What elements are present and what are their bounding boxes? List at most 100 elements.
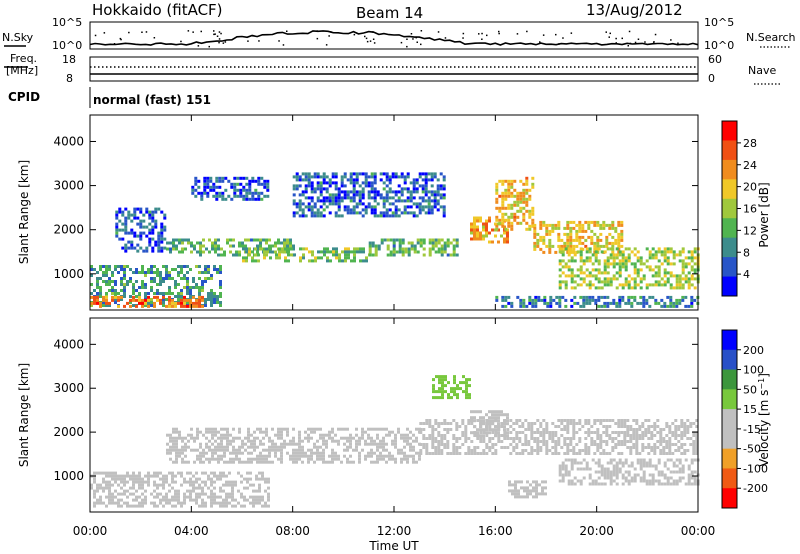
velocity-cell bbox=[202, 451, 205, 455]
power-cell bbox=[96, 283, 99, 286]
velocity-cell bbox=[614, 443, 618, 446]
velocity-cell bbox=[208, 439, 211, 443]
power-cell bbox=[440, 238, 444, 242]
power-cell bbox=[488, 240, 491, 244]
power-cell bbox=[120, 280, 123, 283]
velocity-cell bbox=[280, 460, 283, 464]
velocity-cell bbox=[514, 480, 517, 484]
power-cell bbox=[510, 191, 514, 195]
power-cell bbox=[248, 253, 251, 257]
power-cell bbox=[242, 185, 246, 189]
velocity-cell bbox=[214, 457, 217, 461]
power-cell bbox=[534, 295, 538, 299]
power-cell bbox=[207, 277, 210, 280]
velocity-cell bbox=[189, 471, 192, 475]
velocity-cell bbox=[376, 445, 379, 449]
power-cell bbox=[519, 221, 523, 225]
power-cell bbox=[251, 176, 255, 180]
velocity-cell bbox=[608, 437, 612, 440]
power-cell bbox=[382, 196, 386, 200]
power-cell bbox=[569, 229, 573, 233]
colorbar-swatch bbox=[722, 488, 737, 509]
velocity-cell bbox=[657, 461, 661, 465]
velocity-cell bbox=[425, 446, 429, 449]
velocity-cell bbox=[623, 425, 627, 428]
velocity-cell bbox=[638, 452, 642, 455]
power-cell bbox=[236, 194, 240, 198]
power-cell bbox=[120, 265, 123, 268]
power-cell bbox=[115, 210, 119, 214]
power-cell bbox=[212, 185, 216, 189]
power-cell bbox=[678, 286, 682, 290]
power-cell bbox=[578, 229, 582, 233]
velocity-cell bbox=[434, 422, 438, 425]
velocity-cell bbox=[558, 479, 562, 483]
power-cell bbox=[618, 262, 622, 266]
power-cell bbox=[427, 178, 431, 182]
velocity-cell bbox=[612, 479, 616, 483]
velocity-cell bbox=[596, 434, 600, 437]
velocity-cell bbox=[632, 419, 636, 422]
velocity-cell bbox=[108, 501, 111, 505]
power-cell bbox=[611, 241, 615, 245]
power-cell bbox=[403, 187, 407, 191]
power-cell bbox=[594, 259, 598, 263]
power-cell bbox=[657, 301, 661, 305]
velocity-cell bbox=[675, 482, 679, 486]
power-cell bbox=[263, 182, 267, 186]
velocity-cell bbox=[132, 498, 135, 502]
velocity-cell bbox=[169, 433, 172, 437]
velocity-cell bbox=[252, 483, 255, 487]
power-cell bbox=[221, 194, 225, 198]
power-cell bbox=[501, 206, 505, 210]
velocity-cell bbox=[533, 437, 537, 440]
power-cell bbox=[397, 199, 401, 203]
velocity-cell bbox=[220, 433, 223, 437]
velocity-cell bbox=[126, 480, 129, 484]
power-cell bbox=[337, 202, 341, 206]
power-cell bbox=[313, 190, 317, 194]
power-cell bbox=[675, 283, 679, 287]
nsearch-point bbox=[526, 30, 528, 33]
power-cell bbox=[310, 214, 314, 218]
power-cell bbox=[633, 253, 637, 257]
velocity-cell bbox=[346, 439, 349, 443]
power-cell bbox=[561, 253, 565, 257]
power-cell bbox=[310, 211, 314, 215]
velocity-cell bbox=[683, 425, 687, 428]
velocity-cell bbox=[647, 425, 651, 428]
velocity-cell bbox=[645, 482, 649, 486]
power-cell bbox=[581, 247, 585, 251]
velocity-cell bbox=[497, 413, 500, 417]
power-cell bbox=[174, 295, 177, 298]
velocity-cell bbox=[168, 501, 171, 505]
power-cell bbox=[596, 244, 600, 248]
velocity-cell bbox=[686, 425, 690, 428]
power-cell bbox=[608, 226, 612, 230]
velocity-cell bbox=[687, 467, 691, 471]
power-cell bbox=[286, 241, 289, 245]
velocity-cell bbox=[379, 427, 382, 431]
velocity-cell bbox=[214, 439, 217, 443]
velocity-cell bbox=[647, 419, 651, 422]
power-cell bbox=[385, 172, 389, 176]
power-cell bbox=[214, 238, 217, 242]
velocity-cell bbox=[201, 492, 204, 496]
velocity-cell bbox=[96, 486, 99, 490]
velocity-cell bbox=[304, 430, 307, 434]
power-heatmap bbox=[90, 172, 700, 308]
velocity-cell bbox=[570, 479, 574, 483]
power-cell bbox=[154, 225, 158, 229]
velocity-cell bbox=[431, 443, 435, 446]
velocity-cell bbox=[156, 492, 159, 496]
power-cell bbox=[528, 298, 532, 302]
power-cell bbox=[367, 196, 371, 200]
power-cell bbox=[349, 178, 353, 182]
power-cell bbox=[251, 194, 255, 198]
power-cell bbox=[115, 216, 119, 220]
velocity-cell bbox=[567, 479, 571, 483]
power-cell bbox=[413, 244, 417, 248]
power-cell bbox=[406, 205, 410, 209]
power-cell bbox=[409, 211, 413, 215]
velocity-cell bbox=[301, 439, 304, 443]
